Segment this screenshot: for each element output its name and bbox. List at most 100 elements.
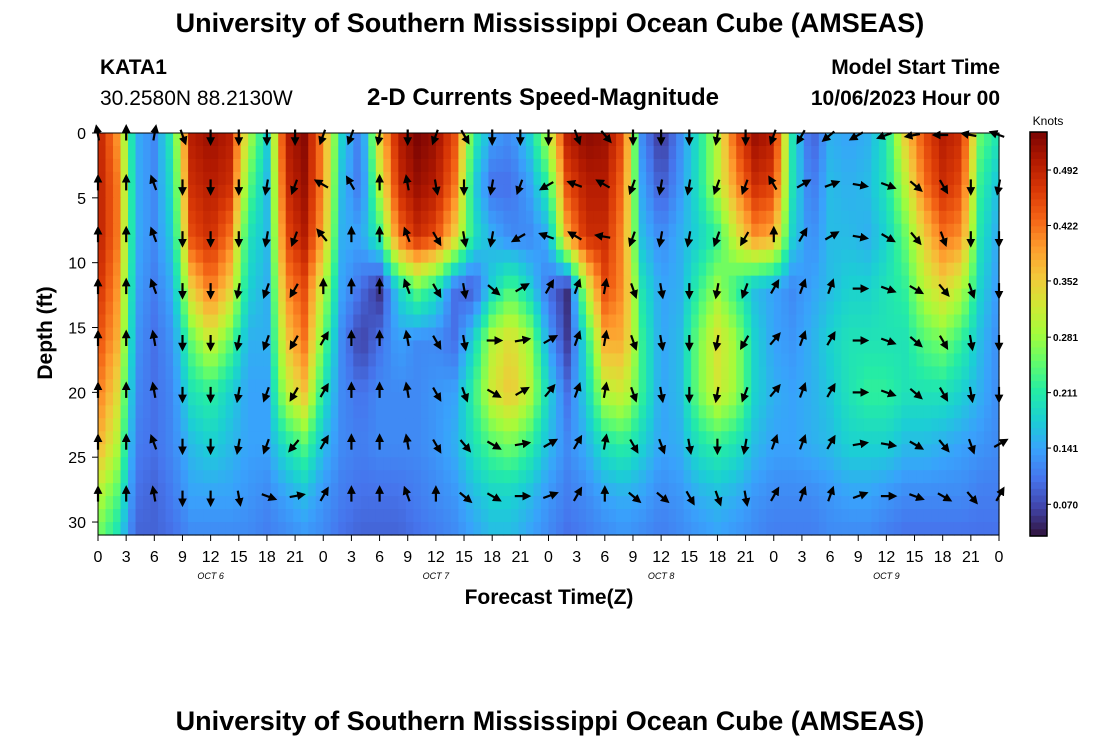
- heatmap-cell: [113, 184, 122, 199]
- heatmap-cell: [135, 392, 144, 406]
- heatmap-cell: [976, 340, 985, 355]
- heatmap-cell: [586, 145, 595, 160]
- heatmap-cell: [518, 210, 527, 225]
- heatmap-cell: [826, 353, 835, 368]
- heatmap-cell: [135, 171, 144, 186]
- heatmap-cell: [751, 288, 760, 303]
- heatmap-cell: [976, 366, 985, 380]
- heatmap-cell: [668, 262, 677, 277]
- colorbar-segment: [1030, 192, 1047, 200]
- heatmap-cell: [848, 184, 857, 199]
- heatmap-cell: [938, 223, 948, 238]
- heatmap-cell: [443, 288, 452, 303]
- heatmap-cell: [908, 133, 918, 147]
- current-arrow: [544, 279, 555, 294]
- heatmap-cell: [128, 145, 137, 160]
- heatmap-cell: [128, 457, 137, 471]
- heatmap-cell: [586, 392, 595, 406]
- heatmap-cell: [278, 275, 287, 290]
- heatmap-cell: [210, 171, 219, 186]
- heatmap-cell: [991, 457, 1000, 471]
- heatmap-cell: [848, 522, 857, 536]
- heatmap-cell: [706, 171, 715, 186]
- current-arrow: [149, 485, 159, 502]
- heatmap-cell: [330, 457, 339, 471]
- heatmap-cell: [556, 366, 565, 380]
- heatmap-cell: [728, 405, 737, 419]
- heatmap-cell: [150, 353, 159, 368]
- heatmap-cell: [953, 223, 963, 238]
- heatmap-cell: [225, 509, 234, 523]
- heatmap-cell: [173, 327, 182, 342]
- heatmap-cell: [796, 392, 805, 406]
- heatmap-cell: [878, 353, 887, 368]
- heatmap-cell: [676, 210, 685, 225]
- heatmap-cell: [953, 327, 963, 342]
- heatmap-cell: [616, 301, 625, 316]
- heatmap-cell: [758, 509, 767, 523]
- heatmap-cell: [225, 431, 234, 445]
- heatmap-cell: [848, 444, 857, 458]
- heatmap-cell: [833, 262, 842, 277]
- heatmap-cell: [353, 133, 362, 147]
- heatmap-cell: [638, 483, 647, 497]
- heatmap-cell: [188, 158, 197, 173]
- heatmap-cell: [210, 314, 219, 329]
- heatmap-cell: [736, 444, 745, 458]
- heatmap-cell: [353, 457, 362, 471]
- heatmap-cell: [450, 340, 459, 355]
- heatmap-cell: [345, 496, 354, 510]
- heatmap-cell: [983, 223, 993, 238]
- heatmap-cell: [983, 197, 993, 212]
- heatmap-cell: [751, 327, 760, 342]
- heatmap-cell: [886, 314, 895, 329]
- heatmap-cell: [563, 314, 572, 329]
- heatmap-cell: [646, 509, 655, 523]
- heatmap-cell: [991, 431, 1000, 445]
- heatmap-cell: [661, 379, 670, 393]
- x-tick-label: 3: [122, 549, 131, 566]
- heatmap-cell: [751, 236, 760, 251]
- heatmap-cell: [398, 509, 407, 523]
- heatmap-cell: [278, 158, 287, 173]
- heatmap-cell: [210, 379, 219, 393]
- heatmap-cell: [646, 483, 655, 497]
- heatmap-cell: [225, 392, 234, 406]
- heatmap-cell: [586, 483, 595, 497]
- heatmap-cell: [428, 353, 437, 368]
- current-arrow: [600, 329, 610, 347]
- current-arrow: [798, 433, 807, 450]
- heatmap-cell: [968, 327, 978, 342]
- heatmap-cell: [646, 418, 655, 432]
- heatmap-cell: [210, 444, 219, 458]
- heatmap-cell: [946, 184, 955, 199]
- heatmap-cell: [375, 314, 384, 329]
- x-tick-label: 3: [572, 549, 581, 566]
- heatmap-cell: [758, 262, 767, 277]
- heatmap-cell: [113, 353, 122, 368]
- current-arrow: [740, 231, 750, 247]
- x-tick-label: 15: [680, 549, 698, 566]
- heatmap-cell: [803, 457, 812, 471]
- heatmap-cell: [818, 366, 827, 380]
- heatmap-cell: [315, 405, 324, 419]
- heatmap-cell: [503, 483, 512, 497]
- heatmap-cell: [428, 197, 437, 212]
- heatmap-cell: [420, 457, 429, 471]
- heatmap-cell: [360, 145, 369, 160]
- current-arrow: [880, 440, 898, 449]
- heatmap-cell: [278, 262, 287, 277]
- heatmap-cell: [143, 223, 152, 238]
- heatmap-cell: [961, 392, 970, 406]
- heatmap-cell: [976, 288, 985, 303]
- heatmap-cell: [968, 171, 978, 186]
- x-tick-label: 21: [286, 549, 304, 566]
- heatmap-cell: [368, 405, 377, 419]
- heatmap-cell: [540, 210, 550, 225]
- heatmap-cell: [826, 197, 835, 212]
- heatmap-cell: [661, 236, 670, 251]
- heatmap-cell: [128, 392, 137, 406]
- heatmap-cell: [593, 483, 602, 497]
- heatmap-cell: [653, 171, 662, 186]
- heatmap-cell: [751, 249, 760, 264]
